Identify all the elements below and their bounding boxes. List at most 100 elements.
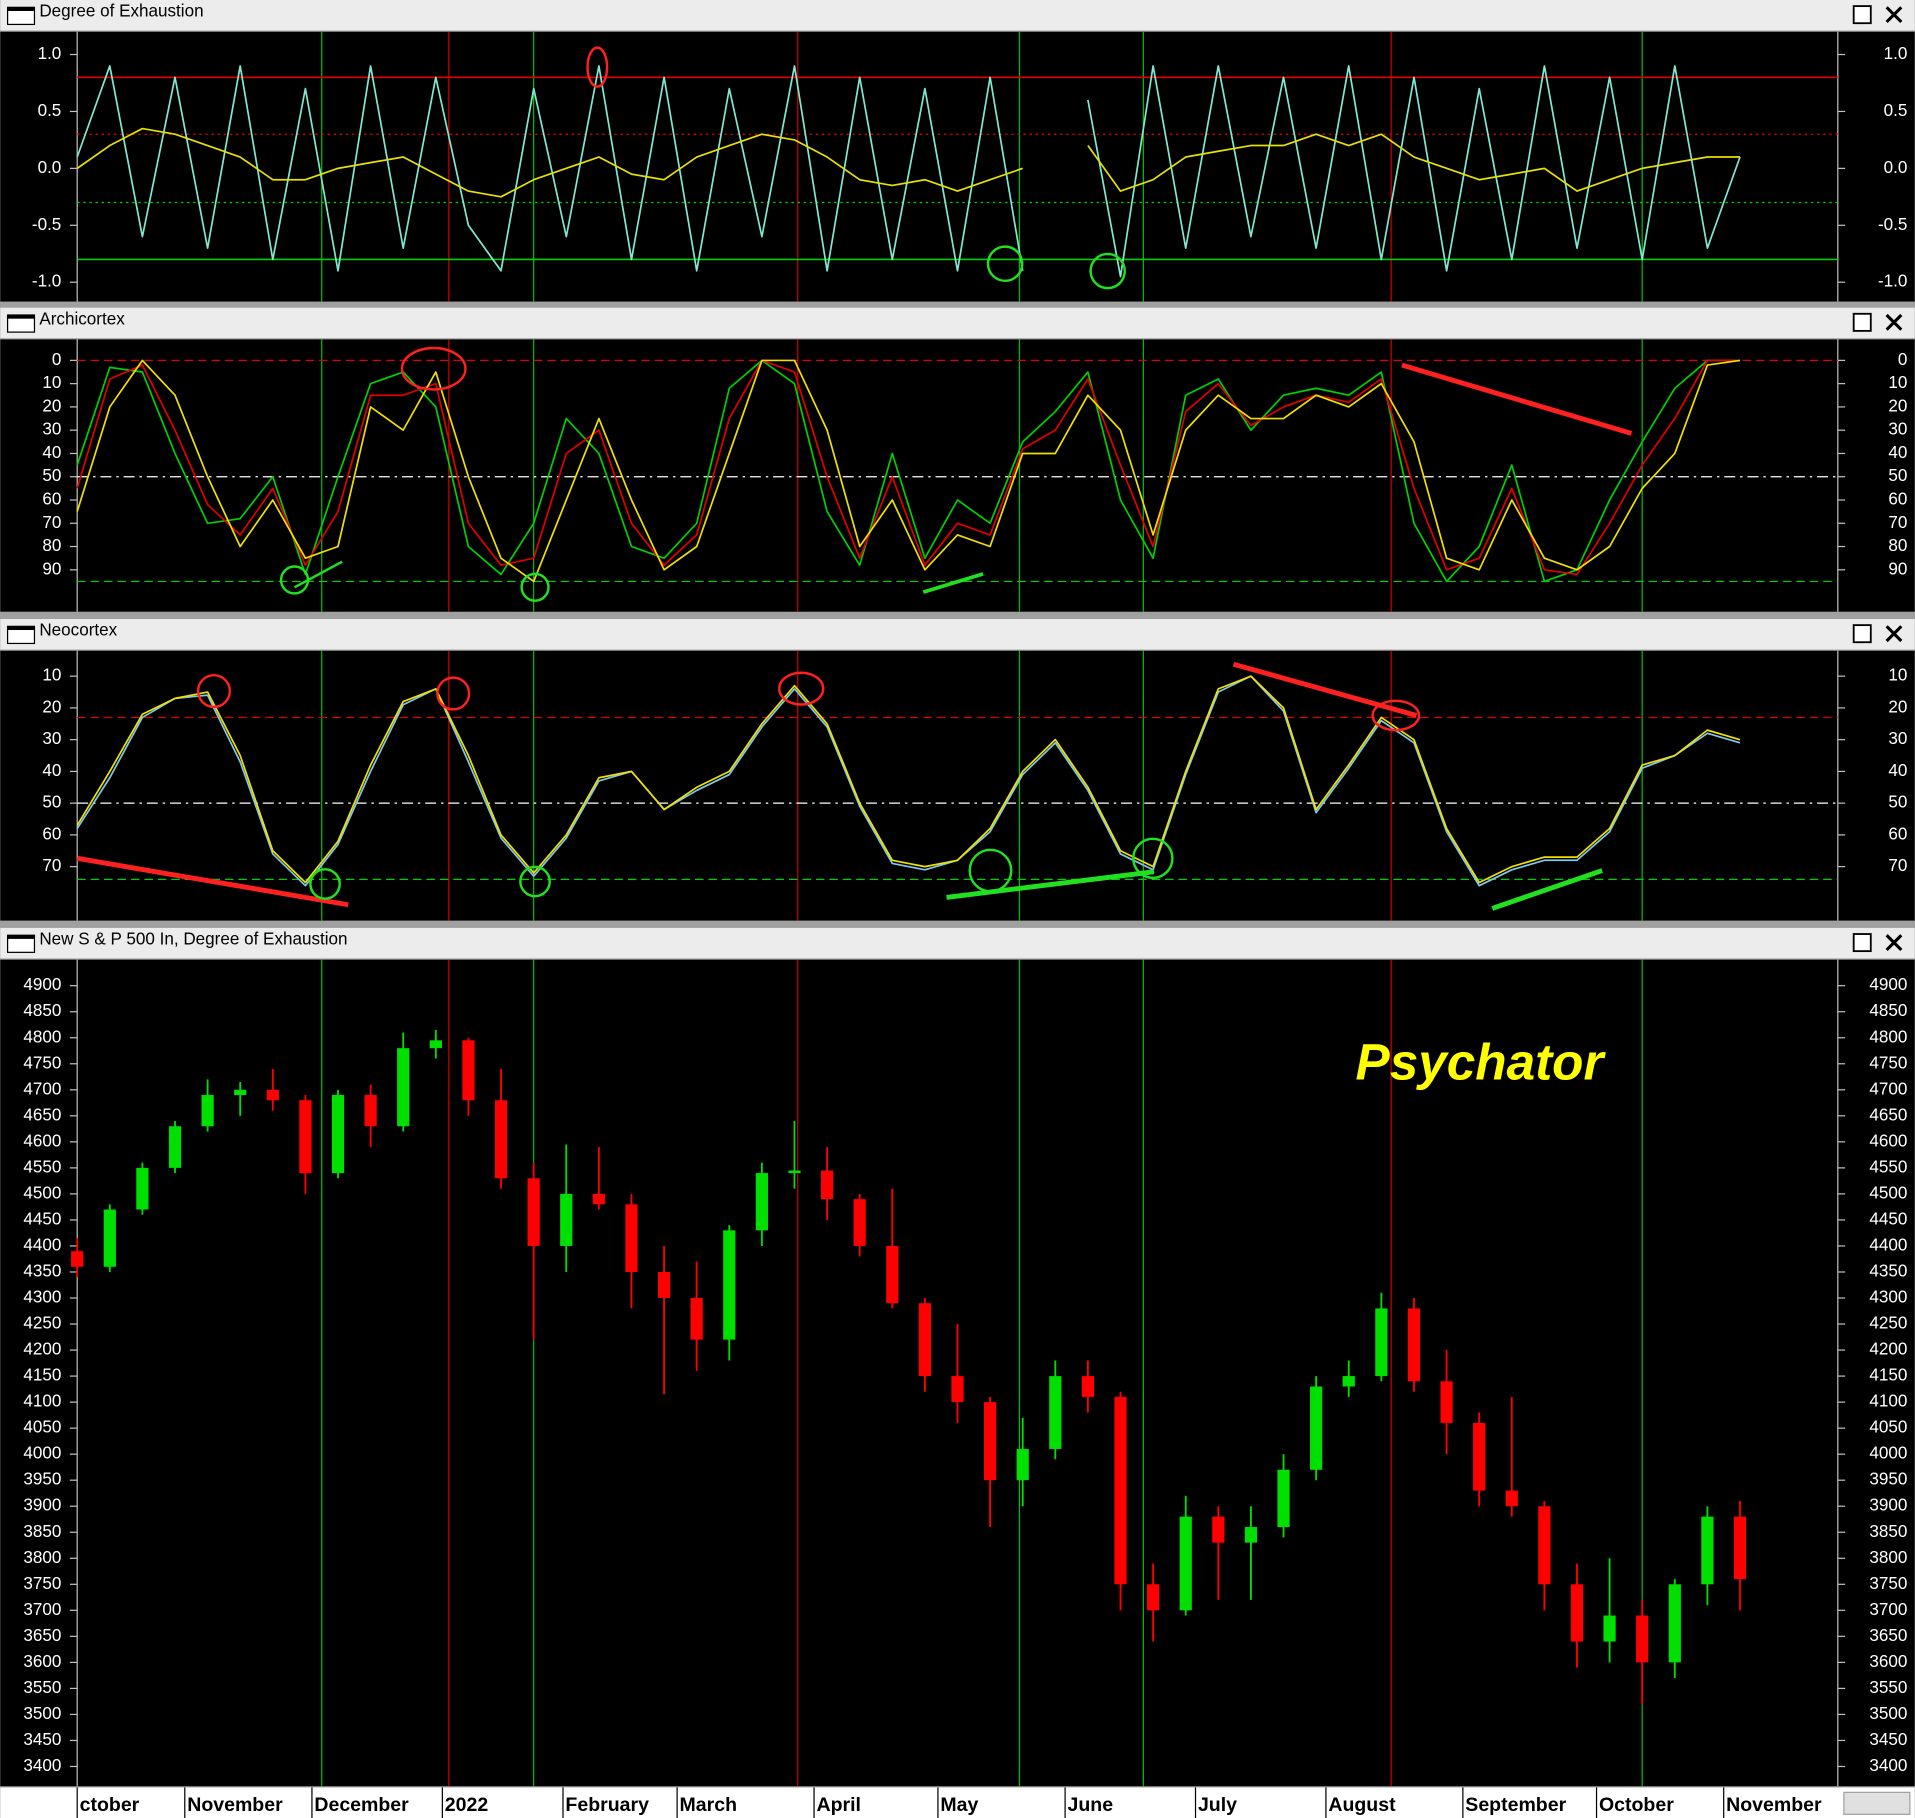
y-tick-label-right: 4550 [1869, 1157, 1907, 1176]
candle-body [201, 1095, 214, 1127]
y-tick-label-right: 90 [1888, 559, 1907, 578]
maximize-button[interactable] [1852, 624, 1872, 644]
y-tick-label: 3700 [23, 1600, 61, 1619]
annotation-circle [1089, 252, 1126, 290]
candle-body [1440, 1381, 1453, 1423]
y-tick-label: 4000 [23, 1444, 61, 1463]
y-tick-label-right: 4900 [1869, 975, 1907, 994]
y-tick-label: 40 [42, 761, 61, 780]
candle-body [234, 1089, 247, 1096]
candle-body [1114, 1396, 1127, 1585]
y-tick-label: 70 [42, 856, 61, 875]
x-tick-label: July [1198, 1794, 1237, 1816]
candle-body [951, 1376, 964, 1403]
y-tick-label-right: -1.0 [1878, 272, 1907, 291]
close-button[interactable] [1885, 934, 1903, 951]
x-tick-label: September [1465, 1794, 1566, 1816]
x-tick-label: August [1328, 1794, 1396, 1816]
y-tick-label: 20 [42, 697, 61, 716]
y-tick-label-right: 3700 [1869, 1600, 1907, 1619]
x-tick-label: 2022 [445, 1794, 489, 1816]
y-tick-label-right: 3650 [1869, 1626, 1907, 1645]
candle-body [1733, 1516, 1747, 1580]
title-bar [0, 307, 1915, 339]
y-tick-label: 4350 [23, 1261, 61, 1280]
y-tick-label: 3600 [23, 1652, 61, 1671]
annotation-circle [436, 676, 471, 711]
chart-annotation: Psychator [1356, 1033, 1607, 1090]
x-tick-label: February [565, 1794, 649, 1816]
y-tick-label: 20 [42, 396, 61, 415]
y-tick-label-right: 4600 [1869, 1131, 1907, 1150]
candle-body [364, 1095, 377, 1127]
close-button[interactable] [1885, 313, 1903, 331]
candle-body [723, 1230, 736, 1340]
candle-body [1473, 1422, 1486, 1491]
y-tick-label-right: 60 [1888, 824, 1907, 843]
y-tick-label-right: 30 [1888, 420, 1907, 439]
candle-body [527, 1178, 540, 1246]
series-line [76, 127, 1741, 198]
y-tick-label: 4550 [23, 1157, 61, 1176]
annotation-circle [400, 346, 467, 391]
maximize-button[interactable] [1852, 933, 1872, 953]
y-tick-label-right: 20 [1888, 697, 1907, 716]
plot-area [0, 31, 1915, 302]
y-tick-label-right: 4800 [1869, 1027, 1907, 1046]
y-tick-label: 4150 [23, 1366, 61, 1385]
y-tick-label-right: 30 [1888, 729, 1907, 748]
y-tick-label: 70 [42, 513, 61, 532]
close-button[interactable] [1885, 625, 1903, 643]
y-tick-label-right: 60 [1888, 490, 1907, 509]
y-tick-label: 4600 [23, 1131, 61, 1150]
candle-body [1342, 1376, 1355, 1387]
series-line [76, 65, 1741, 278]
y-tick-label-right: 10 [1888, 373, 1907, 392]
annotation-circle [309, 868, 341, 900]
y-tick-label-right: 4200 [1869, 1340, 1907, 1359]
y-tick-label: 50 [42, 793, 61, 812]
panel-title: Archicortex [39, 309, 125, 328]
candle-body [592, 1193, 605, 1205]
y-tick-label-right: 4350 [1869, 1261, 1907, 1280]
scroll-box [1843, 1791, 1911, 1815]
y-tick-label-right: 3500 [1869, 1704, 1907, 1723]
series-line [76, 675, 1741, 884]
y-tick-label-right: 4750 [1869, 1053, 1907, 1072]
y-tick-label: 60 [42, 824, 61, 843]
annotation-circle [1132, 837, 1174, 880]
y-tick-label: 4300 [23, 1288, 61, 1307]
candle-body [494, 1100, 508, 1179]
candle-body [1081, 1376, 1095, 1397]
candle-body [1179, 1516, 1192, 1611]
candle-body [820, 1170, 834, 1200]
candle-body [560, 1193, 573, 1246]
x-tick-label: October [1599, 1794, 1674, 1816]
y-tick-label-right: 3800 [1869, 1548, 1907, 1567]
y-tick-label: 3850 [23, 1522, 61, 1541]
y-tick-label-right: 4100 [1869, 1392, 1907, 1411]
annotation-line [1491, 868, 1603, 911]
candle-body [1375, 1308, 1388, 1377]
annotation-line [1401, 362, 1633, 436]
annotation-circle [520, 572, 550, 602]
y-tick-label: 40 [42, 443, 61, 462]
y-tick-label-right: 4850 [1869, 1001, 1907, 1020]
maximize-button[interactable] [1852, 5, 1872, 25]
y-tick-label-right: 4050 [1869, 1418, 1907, 1437]
annotation-circle [778, 671, 825, 706]
maximize-button[interactable] [1852, 312, 1872, 332]
y-tick-label-right: 1.0 [1884, 44, 1908, 63]
y-tick-label-right: 70 [1888, 856, 1907, 875]
annotations [76, 46, 1633, 911]
y-tick-label-right: 0 [1898, 350, 1908, 369]
candle-body [168, 1126, 182, 1168]
annotation-line [293, 560, 343, 589]
y-tick-label: 0.0 [38, 158, 62, 177]
candle-body [331, 1095, 345, 1174]
close-button[interactable] [1885, 6, 1903, 24]
y-tick-label-right: 3450 [1869, 1730, 1907, 1749]
panel-icon-bar [7, 315, 35, 319]
candle-body [886, 1245, 899, 1304]
